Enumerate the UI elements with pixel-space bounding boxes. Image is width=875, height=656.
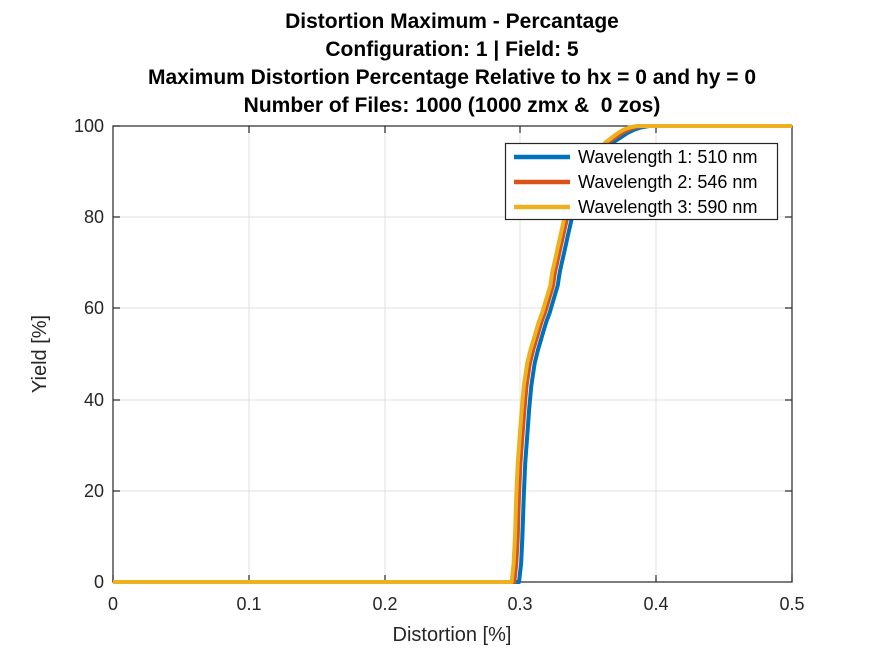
x-tick-label-0.4: 0.4 [643,594,668,614]
title-line-2: Configuration: 1 | Field: 5 [325,38,579,61]
x-tick-label-0.5: 0.5 [779,594,804,614]
y-tick-label-60: 60 [84,298,104,318]
y-tick-labels: 0 20 40 60 80 100 [74,116,104,592]
series-line-wavelength-1 [113,124,792,584]
legend-label-wavelength-3: Wavelength 3: 590 nm [578,197,757,217]
title-line-1: Distortion Maximum - Percantage [285,10,619,33]
legend-label-wavelength-1: Wavelength 1: 510 nm [578,147,757,167]
legend: Wavelength 1: 510 nm Wavelength 2: 546 n… [504,142,779,221]
series-lines [113,124,792,584]
x-tick-label-0.2: 0.2 [372,594,397,614]
y-tick-label-0: 0 [94,572,104,592]
y-tick-label-80: 80 [84,207,104,227]
title-line-4: Number of Files: 1000 (1000 zmx & 0 zos) [244,94,661,117]
y-axis-label: Yield [%] [29,315,51,393]
x-tick-label-0: 0 [108,594,118,614]
y-tick-label-20: 20 [84,481,104,501]
series-line-wavelength-3 [113,124,792,584]
x-tick-label-0.1: 0.1 [236,594,261,614]
legend-label-wavelength-2: Wavelength 2: 546 nm [578,172,757,192]
chart-title: Distortion Maximum - Percantage Configur… [148,10,756,117]
x-tick-label-0.3: 0.3 [507,594,532,614]
x-axis-label: Distortion [%] [393,624,512,646]
y-tick-label-40: 40 [84,390,104,410]
y-tick-label-100: 100 [74,116,104,136]
title-line-3: Maximum Distortion Percentage Relative t… [148,66,756,89]
x-tick-labels: 0 0.1 0.2 0.3 0.4 0.5 [108,594,805,614]
